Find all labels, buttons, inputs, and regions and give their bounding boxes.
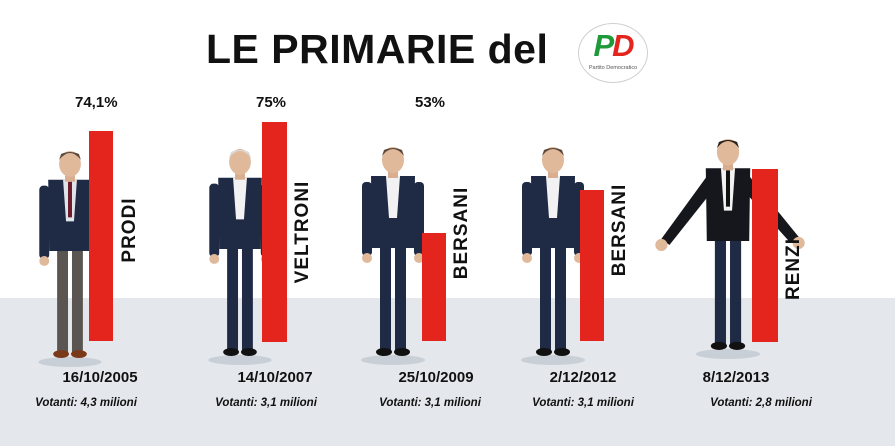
tick-label-date: 25/10/2009 <box>398 369 474 386</box>
figure-shirt <box>386 176 400 218</box>
bar-3 <box>422 233 446 341</box>
voters-label: Votanti: 4,3 milioni <box>35 397 137 409</box>
page-title: LE PRIMARIE del <box>206 26 549 72</box>
candidate-group-5 <box>655 138 805 359</box>
voters-label: Votanti: 3,1 milioni <box>379 397 481 409</box>
figure-shadow <box>208 355 272 365</box>
candidate-group-2 <box>208 122 287 365</box>
candidate-group-3 <box>361 147 446 365</box>
data-label: 75% <box>256 94 287 111</box>
bar-2 <box>262 122 287 342</box>
figure-shirt <box>546 176 560 218</box>
figure-arm-left <box>39 185 50 259</box>
figure-arm-left <box>209 183 220 257</box>
figure-leg-right <box>241 244 253 352</box>
figure-leg-left <box>714 235 726 345</box>
figure-shoe-right <box>729 341 746 350</box>
figure-shoe-right <box>70 350 87 359</box>
voters-label: Votanti: 3,1 milioni <box>215 397 317 409</box>
pd-logo-caption: Partito Democratico <box>588 65 638 71</box>
figure-head <box>716 138 740 166</box>
figure-shadow <box>695 349 761 359</box>
voters-label: Votanti: 3,1 milioni <box>532 397 634 409</box>
figure-shoe-right <box>554 348 570 356</box>
figure-arm-left <box>661 172 716 245</box>
voters-label: Votanti: 2,8 milioni <box>710 397 812 409</box>
bar-5 <box>752 169 778 342</box>
tick-label-date: 16/10/2005 <box>62 369 138 386</box>
bar-1 <box>89 131 113 341</box>
figure-head <box>229 149 251 175</box>
pd-logo: PD Partito Democratico <box>578 23 648 83</box>
figure-arm-right <box>414 182 424 256</box>
figure-hair <box>716 140 740 149</box>
figure-leg-left <box>380 243 391 351</box>
figure-tie <box>68 181 72 218</box>
candidate-group-4 <box>521 147 604 365</box>
figure-hand-right <box>792 236 805 250</box>
figure-shoe-left <box>223 348 240 357</box>
figure-leg-left <box>227 244 239 352</box>
figure-hand-right <box>414 253 424 263</box>
figure-hand-left <box>209 254 220 264</box>
tick-label-date: 2/12/2012 <box>549 369 617 386</box>
figure-shoe-right <box>240 348 257 357</box>
figure-head <box>59 151 81 177</box>
figure-leg-left <box>57 246 69 354</box>
figure-shoe-left <box>376 348 392 356</box>
figure-hair <box>542 148 564 156</box>
figure-shadow <box>361 355 425 365</box>
figure-arm-left <box>522 182 532 256</box>
figure-hand-left <box>362 253 372 263</box>
figure-shirt <box>233 177 247 220</box>
data-label: 53% <box>415 94 446 111</box>
tick-label-date: 8/12/2013 <box>702 369 770 386</box>
figure-leg-right <box>71 246 83 354</box>
figure-shoe-left <box>536 348 552 356</box>
figure-shadow <box>38 357 102 367</box>
figure-tie <box>725 170 731 207</box>
floor-band <box>0 298 895 446</box>
figure-hair <box>229 150 251 158</box>
figure-leg-right <box>555 243 566 351</box>
figure-shadow <box>521 355 585 365</box>
figure-hair <box>59 152 81 160</box>
figure-arm-left <box>362 182 372 256</box>
figure-shoe-right <box>394 348 410 356</box>
figure-shoe-left <box>710 341 727 350</box>
bar-4 <box>580 190 604 341</box>
data-label: 74,1% <box>75 94 118 111</box>
figure-hand-left <box>39 256 50 266</box>
candidate-group-1 <box>38 131 113 367</box>
figure-leg-right <box>395 243 406 351</box>
figure-leg-left <box>540 243 551 351</box>
figure-shoe-left <box>53 350 70 359</box>
figure-hair <box>382 148 404 156</box>
figure-leg-right <box>730 235 742 345</box>
pd-logo-mark: PD <box>593 28 634 63</box>
figure-head <box>542 147 564 173</box>
tick-label-date: 14/10/2007 <box>237 369 313 386</box>
figure-hand-left <box>522 253 532 263</box>
figure-hand-left <box>655 238 668 252</box>
figure-head <box>382 147 404 173</box>
